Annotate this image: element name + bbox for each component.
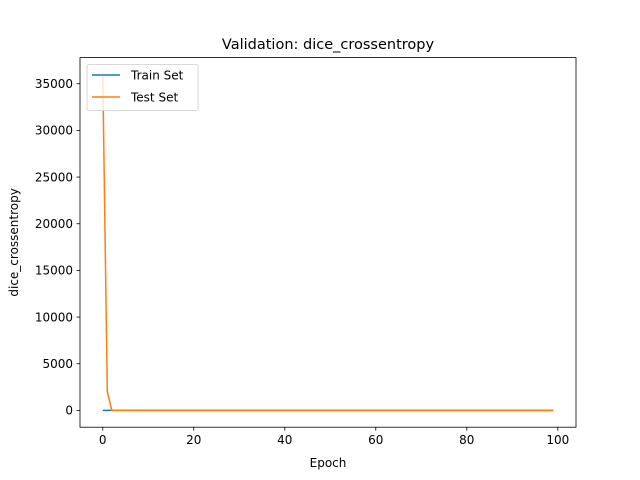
x-axis-label: Epoch xyxy=(310,456,347,470)
series-line-test-set xyxy=(102,74,554,412)
x-tick-label: 80 xyxy=(459,433,474,447)
y-tick-label: 25000 xyxy=(35,170,73,184)
y-tick-label: 35000 xyxy=(35,77,73,91)
y-axis-label: dice_crossentropy xyxy=(7,188,21,296)
y-axis-ticks: 0 5000 10000 15000 20000 25000 30000 35000 xyxy=(35,77,80,418)
legend-box xyxy=(86,64,199,111)
x-tick-label: 60 xyxy=(368,433,383,447)
y-tick-label: 30000 xyxy=(35,124,73,138)
x-tick-label: 40 xyxy=(277,433,292,447)
legend-label-test-set: Test Set xyxy=(130,91,178,105)
x-tick-label: 20 xyxy=(186,433,201,447)
y-tick-label: 20000 xyxy=(35,217,73,231)
chart-title: Validation: dice_crossentropy xyxy=(222,37,435,53)
x-tick-label: 100 xyxy=(546,433,569,447)
y-tick-label: 10000 xyxy=(35,310,73,324)
x-axis-ticks: 0 20 40 60 80 100 xyxy=(99,427,569,447)
plot-frame xyxy=(79,57,577,428)
legend: Train Set Test Set xyxy=(86,64,199,111)
legend-label-train-set: Train Set xyxy=(130,69,184,83)
series-layer xyxy=(102,74,554,412)
plot-area xyxy=(80,57,576,428)
x-tick-label: 0 xyxy=(99,433,107,447)
y-tick-label: 5000 xyxy=(42,357,73,371)
y-tick-label: 15000 xyxy=(35,264,73,278)
y-tick-label: 0 xyxy=(65,404,73,418)
